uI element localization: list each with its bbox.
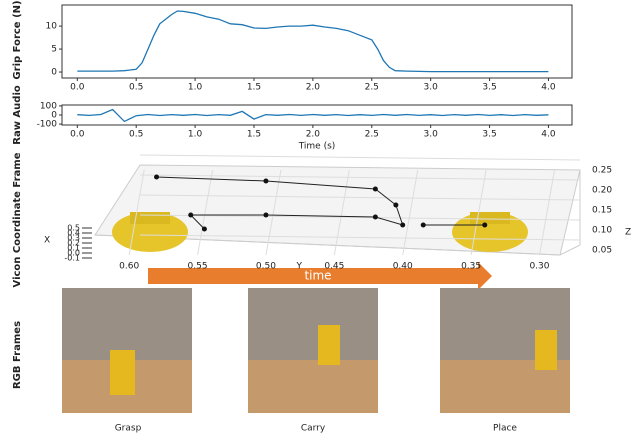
trajectory-point <box>400 223 405 228</box>
z-axis-label: Z <box>625 228 631 238</box>
y-tick-label: 0.30 <box>529 262 549 272</box>
x-tick-label: 0.5 <box>67 224 80 233</box>
y-axis-label: Y <box>296 262 303 272</box>
trajectory-point <box>421 223 426 228</box>
line <box>77 11 548 72</box>
photo <box>62 288 192 413</box>
x-tick-label: 4.0 <box>541 130 556 140</box>
z-tick-label: 0.05 <box>592 246 612 256</box>
object-left <box>112 212 188 252</box>
x-tick-label: 3.0 <box>423 130 438 140</box>
x-tick-label: 1.0 <box>188 83 203 93</box>
trajectory-point <box>482 223 487 228</box>
x-axis-label: X <box>44 236 50 246</box>
figure: time RGB Frames Grasp Carry Place 0.00.5… <box>0 0 634 436</box>
y-tick-label: 0.55 <box>188 262 208 272</box>
x-tick-label: 2.5 <box>365 130 379 140</box>
y-tick-label: 10 <box>46 22 58 32</box>
y-tick-label: 0.45 <box>324 262 344 272</box>
x-tick-label: 1.5 <box>247 130 261 140</box>
x-tick-label: 2.5 <box>365 83 379 93</box>
x-tick-label: 0.5 <box>129 130 143 140</box>
panel-label: RGB Frames <box>12 321 23 389</box>
x-tick-label: 2.0 <box>306 130 321 140</box>
y-axis-label: Raw Audio <box>12 85 23 145</box>
trajectory-point <box>263 213 268 218</box>
y-tick-label: 0.50 <box>256 262 276 272</box>
z-tick-label: 0.20 <box>592 186 612 196</box>
trajectory-point <box>263 179 268 184</box>
x-tick-label: 3.5 <box>482 83 496 93</box>
x-tick-label: 0.0 <box>70 130 85 140</box>
trajectory-point <box>154 175 159 180</box>
trajectory-point <box>393 203 398 208</box>
z-tick-label: 0.15 <box>592 206 612 216</box>
y-tick-label: 0 <box>51 111 57 121</box>
trajectory-point <box>202 227 207 232</box>
x-tick-label: 1.0 <box>188 130 203 140</box>
x-tick-label: 3.0 <box>423 83 438 93</box>
x-tick-label: 0.5 <box>129 83 143 93</box>
photo <box>440 288 570 413</box>
y-tick-label: 0.60 <box>119 262 139 272</box>
x-tick-label: 3.5 <box>482 130 496 140</box>
frame-label: Place <box>493 424 517 434</box>
x-tick-label: 0.0 <box>70 83 85 93</box>
line <box>77 110 548 122</box>
y-axis-label: Grip Force (N) <box>12 0 23 79</box>
x-tick-label: 4.0 <box>541 83 556 93</box>
x-axis-label: Time (s) <box>298 142 336 152</box>
frame-label: Carry <box>301 424 326 434</box>
z-tick-label: 0.10 <box>592 226 612 236</box>
y-tick-label: 100 <box>40 101 57 111</box>
y-tick-label: 5 <box>51 45 57 55</box>
trajectory-point <box>373 215 378 220</box>
object-right <box>452 212 528 252</box>
x-tick-label: 1.5 <box>247 83 261 93</box>
photo <box>248 288 378 413</box>
trajectory-point <box>373 187 378 192</box>
y-tick-label: 0 <box>51 68 57 78</box>
y-tick-label: 0.35 <box>461 262 481 272</box>
frame-label: Grasp <box>115 424 142 434</box>
grid-line <box>140 155 580 160</box>
z-tick-label: 0.25 <box>592 166 612 176</box>
y-tick-label: 0.40 <box>393 262 413 272</box>
y-tick-label: -100 <box>37 120 58 130</box>
x-tick-label: 2.0 <box>306 83 321 93</box>
chart-title: Vicon Coordinate Frame <box>12 152 23 287</box>
trajectory-point <box>188 213 193 218</box>
